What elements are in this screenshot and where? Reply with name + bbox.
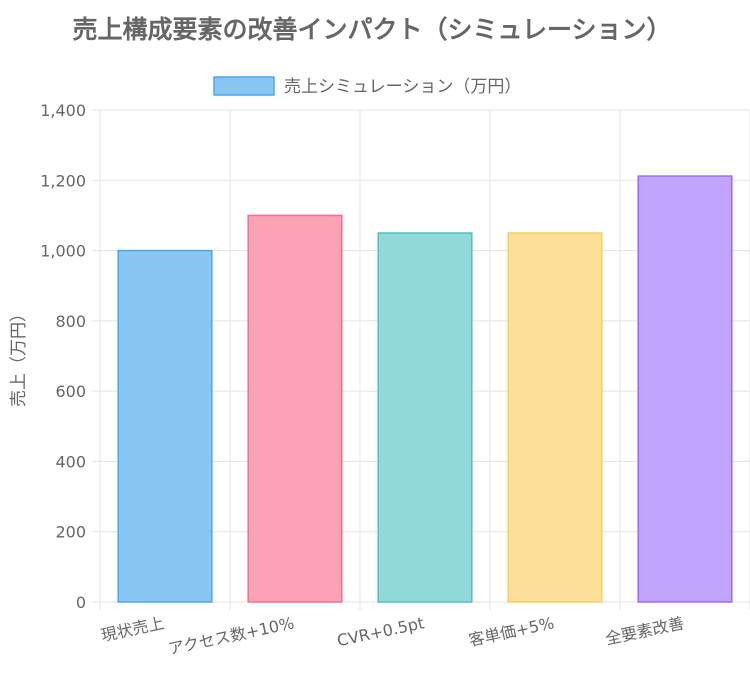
legend-swatch [213,76,275,96]
y-tick-label: 400 [55,452,86,471]
y-tick-label: 800 [55,312,86,331]
y-axis-ticks: 0 200 400 600 800 1,000 1,200 1,400 [40,101,86,612]
y-axis-label: 売上（万円） [9,305,29,407]
bar-5[interactable] [637,175,733,603]
chart-title: 売上構成要素の改善インパクト（シミュレーション） [72,15,671,44]
legend-label[interactable]: 売上シミュレーション（万円） [284,77,521,97]
y-tick-label: 1,200 [40,171,86,190]
y-tick-label: 1,400 [40,101,86,120]
x-tick-label: 現状売上 [99,613,166,645]
x-tick-label: CVR+0.5pt [335,613,426,650]
y-tick-label: 0 [76,593,86,612]
x-tick-label: アクセス数+10% [167,613,296,658]
legend[interactable]: 売上シミュレーション（万円） [213,76,521,97]
bar-2[interactable] [247,214,343,603]
y-tick-label: 600 [55,382,86,401]
bar-1[interactable] [117,249,213,603]
y-tick-label: 200 [55,523,86,542]
x-tick-label: 全要素改善 [604,613,686,648]
bar-3[interactable] [377,232,473,603]
x-tick-label: 客単価+5% [467,613,556,650]
bar-4[interactable] [507,232,603,603]
x-axis-ticks: 現状売上 アクセス数+10% CVR+0.5pt 客単価+5% 全要素改善 [99,613,686,658]
y-tick-label: 1,000 [40,242,86,261]
bars [117,175,733,603]
